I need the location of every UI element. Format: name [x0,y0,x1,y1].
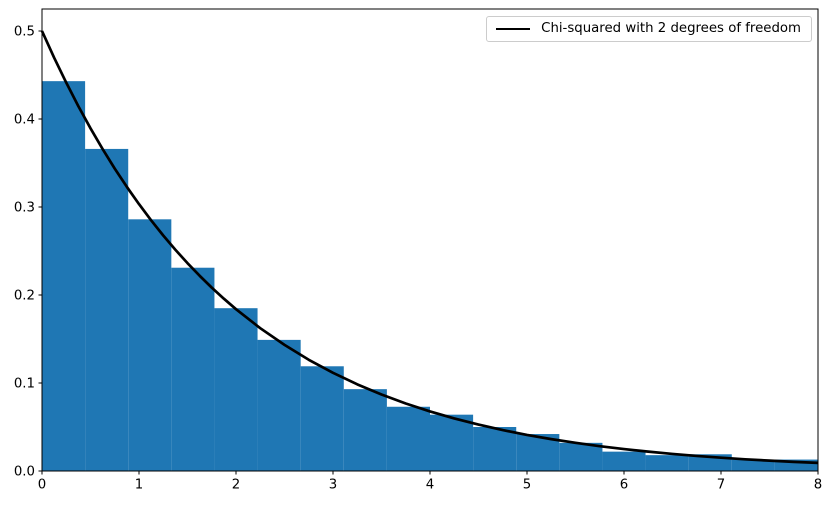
legend: Chi-squared with 2 degrees of freedom [486,16,812,42]
y-tick-label: 0.0 [14,465,35,480]
histogram-bar [430,414,474,471]
x-tick-label: 8 [814,478,822,493]
pdf-curve [40,30,819,465]
histogram-bar [645,455,689,471]
y-tick-label: 0.2 [14,289,35,304]
legend-label: Chi-squared with 2 degrees of freedom [541,21,801,37]
histogram-bar [731,459,775,471]
histogram-bars [42,81,818,472]
histogram-bar [343,389,387,471]
x-tick-label: 7 [717,478,725,493]
histogram-bar [42,81,86,471]
histogram-bar [473,427,517,471]
axes-frame [41,8,819,472]
histogram-bar [214,308,258,471]
x-tick-label: 5 [523,478,531,493]
x-tick-label: 1 [135,478,143,493]
x-tick-label: 0 [38,478,46,493]
y-tick-label: 0.4 [14,113,35,128]
x-tick-label: 6 [620,478,628,493]
y-tick-label: 0.1 [14,377,35,392]
x-tick-label: 3 [329,478,337,493]
histogram-bar [300,366,344,471]
histogram-bar [774,459,818,471]
histogram-bar [85,148,129,472]
x-tick-label: 4 [426,478,434,493]
y-tick-label: 0.5 [14,25,35,40]
histogram-bar [559,442,603,471]
histogram-bar [602,451,646,471]
histogram-bar [386,406,430,471]
axis-ticks: 0 1 2 3 4 5 6 7 8 0.0 0.1 0.2 0.3 0.4 0.5 [14,25,822,493]
y-tick-label: 0.3 [14,201,35,216]
histogram-bar [128,219,172,471]
x-tick-label: 2 [232,478,240,493]
histogram-bar [171,267,215,471]
histogram-bar [257,339,301,471]
legend-line-sample [496,27,531,31]
